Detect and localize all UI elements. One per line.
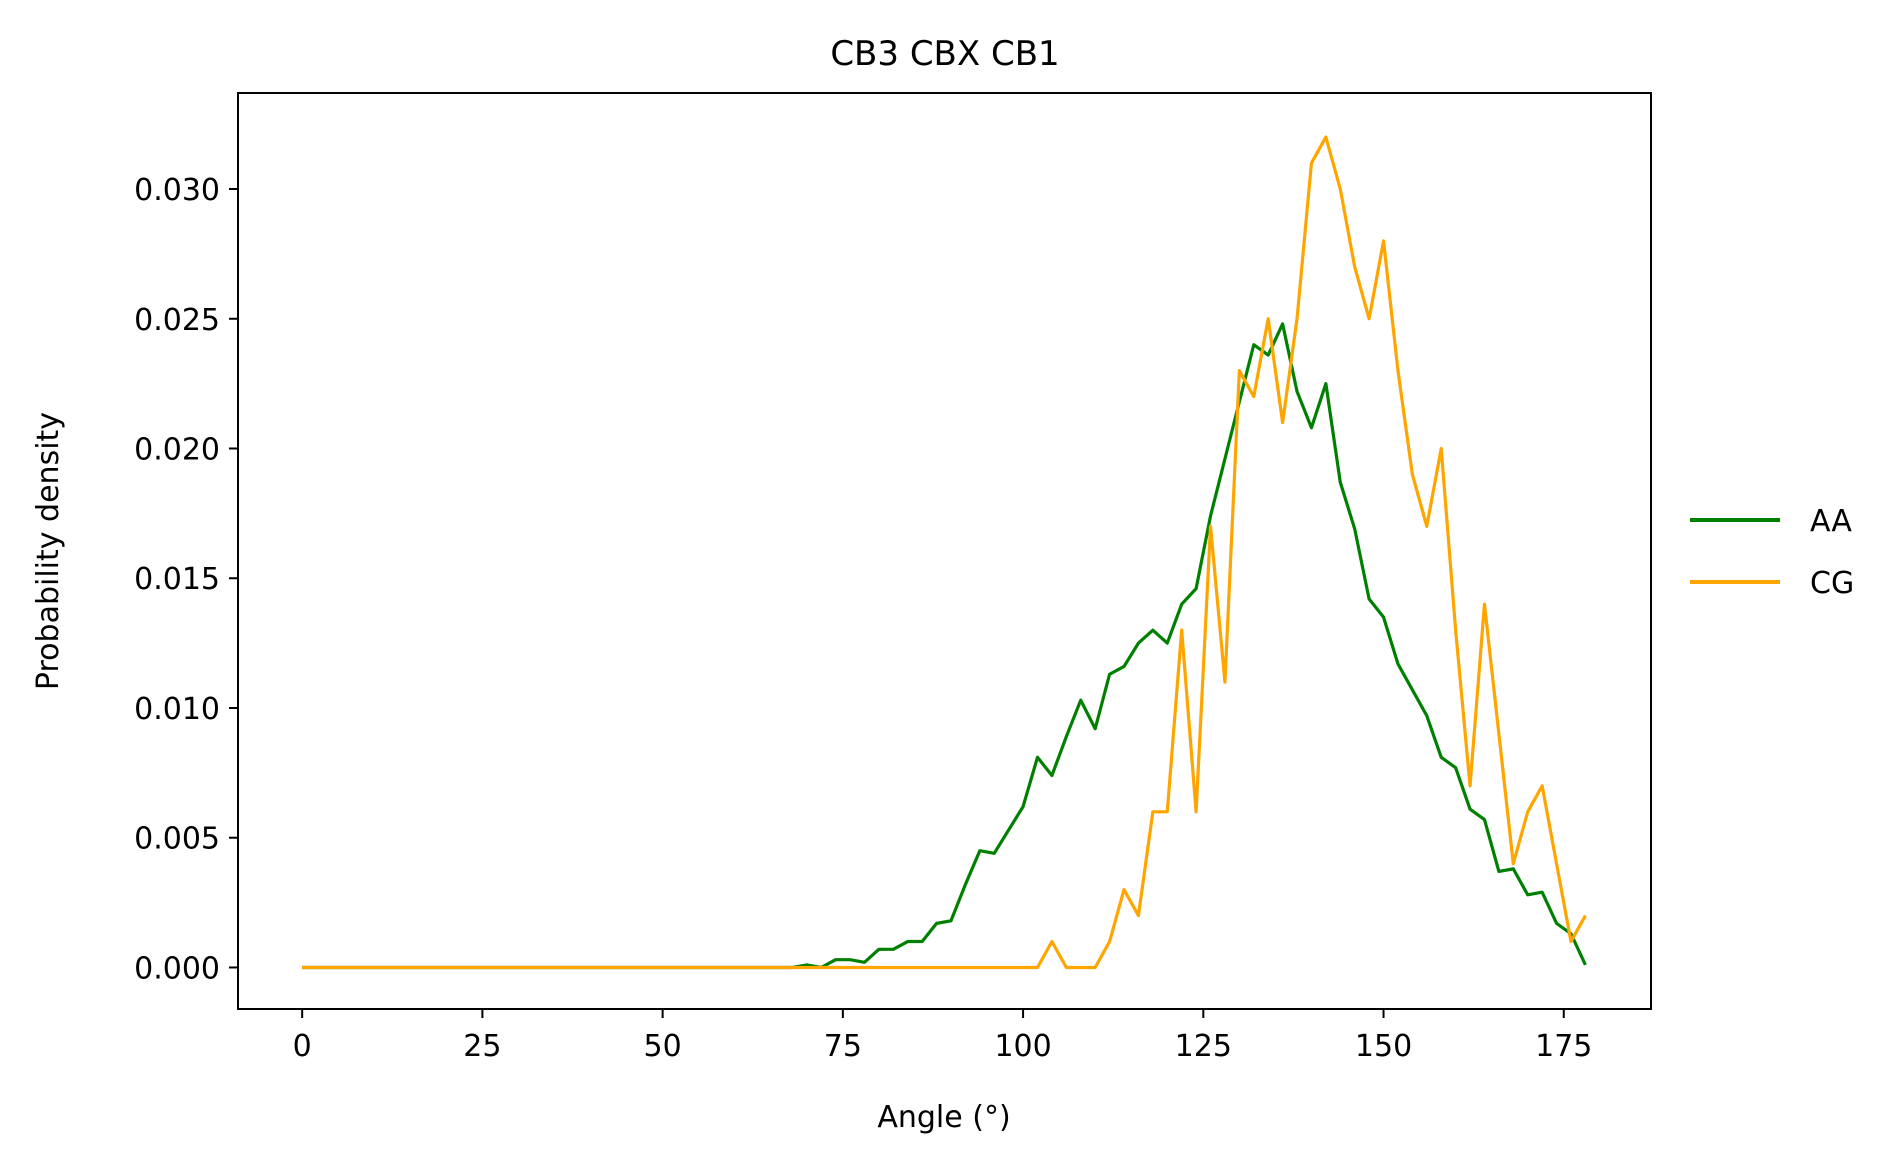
y-tick-label: 0.020 [134, 433, 220, 468]
plot-lines [302, 135, 1587, 970]
chart-title: CB3 CBX CB1 [830, 34, 1059, 74]
x-tick-label: 175 [1535, 1029, 1592, 1064]
x-axis-label: Angle (°) [877, 1100, 1010, 1135]
y-axis: 0.000 0.005 0.010 0.015 0.020 0.025 0.030 [134, 173, 238, 986]
y-tick-label: 0.000 [134, 951, 220, 986]
legend-label-cg: CG [1810, 566, 1854, 601]
x-tick-label: 0 [293, 1029, 312, 1064]
y-tick-label: 0.025 [134, 303, 220, 338]
x-tick-label: 25 [463, 1029, 501, 1064]
x-axis: 0 25 50 75 100 125 150 175 [293, 1009, 1592, 1064]
series-line-cg [302, 135, 1587, 970]
x-tick-label: 75 [824, 1029, 862, 1064]
legend: AA CG [1690, 504, 1854, 601]
y-tick-label: 0.030 [134, 173, 220, 208]
x-tick-label: 125 [1175, 1029, 1232, 1064]
x-tick-label: 50 [644, 1029, 682, 1064]
y-tick-label: 0.015 [134, 562, 220, 597]
y-tick-label: 0.005 [134, 822, 220, 857]
plot-frame [237, 92, 1652, 1010]
y-axis-label: Probability density [31, 412, 66, 690]
x-tick-label: 150 [1355, 1029, 1412, 1064]
y-tick-label: 0.010 [134, 692, 220, 727]
legend-label-aa: AA [1810, 504, 1852, 539]
x-tick-label: 100 [994, 1029, 1051, 1064]
